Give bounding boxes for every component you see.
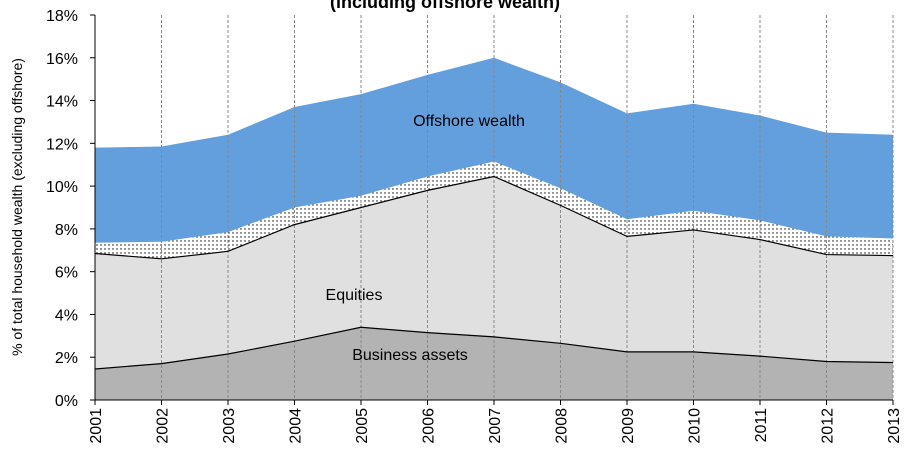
chart-title: (including offshore wealth) xyxy=(330,0,560,12)
y-tick-label: 0% xyxy=(55,393,78,410)
y-tick-label: 12% xyxy=(46,136,78,153)
x-tick-label: 2004 xyxy=(288,408,305,444)
y-tick-label: 4% xyxy=(55,307,78,324)
series-label: Business assets xyxy=(352,347,468,364)
y-tick-label: 10% xyxy=(46,179,78,196)
y-tick-label: 16% xyxy=(46,51,78,68)
x-tick-label: 2002 xyxy=(155,408,172,444)
x-tick-label: 2009 xyxy=(620,408,637,444)
area-edge xyxy=(94,326,894,370)
series-label: Offshore wealth xyxy=(413,113,525,130)
y-tick-label: 6% xyxy=(55,265,78,282)
y-tick-label: 14% xyxy=(46,94,78,111)
area xyxy=(95,161,893,259)
x-tick-label: 2003 xyxy=(221,408,238,444)
y-tick-label: 8% xyxy=(55,222,78,239)
x-tick-label: 2007 xyxy=(487,408,504,444)
x-tick-label: 2001 xyxy=(88,408,105,444)
y-tick-label: 18% xyxy=(46,8,78,25)
x-tick-label: 2008 xyxy=(554,408,571,444)
x-tick-label: 2013 xyxy=(886,408,903,444)
x-tick-label: 2005 xyxy=(354,408,371,444)
series-label: Equities xyxy=(326,287,383,304)
x-tick-label: 2011 xyxy=(753,408,770,443)
y-axis-label: % of total household wealth (excluding o… xyxy=(9,58,25,356)
y-tick-label: 2% xyxy=(55,350,78,367)
x-tick-label: 2010 xyxy=(687,408,704,444)
area-edge xyxy=(94,175,894,260)
x-tick-label: 2012 xyxy=(820,408,837,444)
x-tick-label: 2006 xyxy=(421,408,438,444)
